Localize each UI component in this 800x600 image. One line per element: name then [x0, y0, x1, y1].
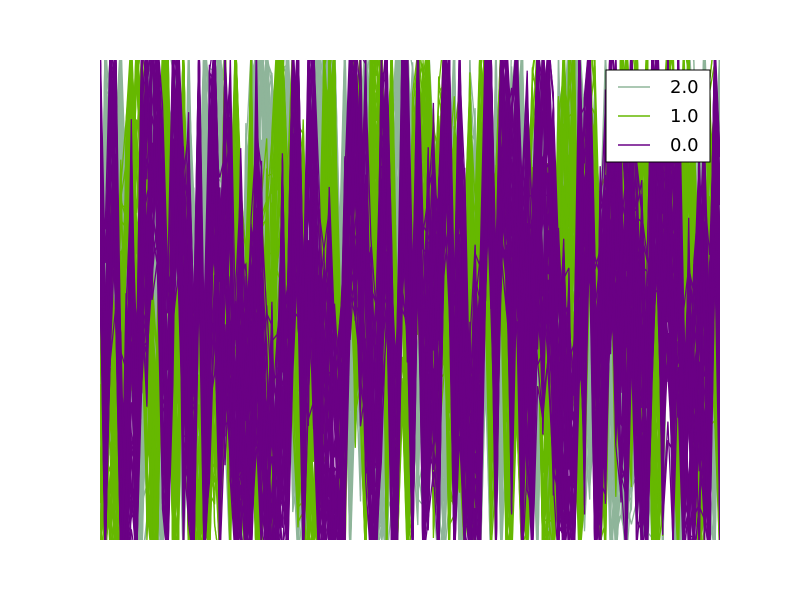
- plot-area: [100, 60, 720, 540]
- legend-entry: 2.0: [618, 77, 699, 98]
- legend-label: 1.0: [670, 106, 699, 127]
- legend-label: 0.0: [670, 135, 699, 156]
- legend-entry: 1.0: [618, 106, 699, 127]
- series-line: [100, 60, 720, 540]
- legend: 2.0 1.0 0.0: [605, 69, 711, 163]
- legend-label: 2.0: [670, 77, 699, 98]
- legend-entry: 0.0: [618, 135, 699, 156]
